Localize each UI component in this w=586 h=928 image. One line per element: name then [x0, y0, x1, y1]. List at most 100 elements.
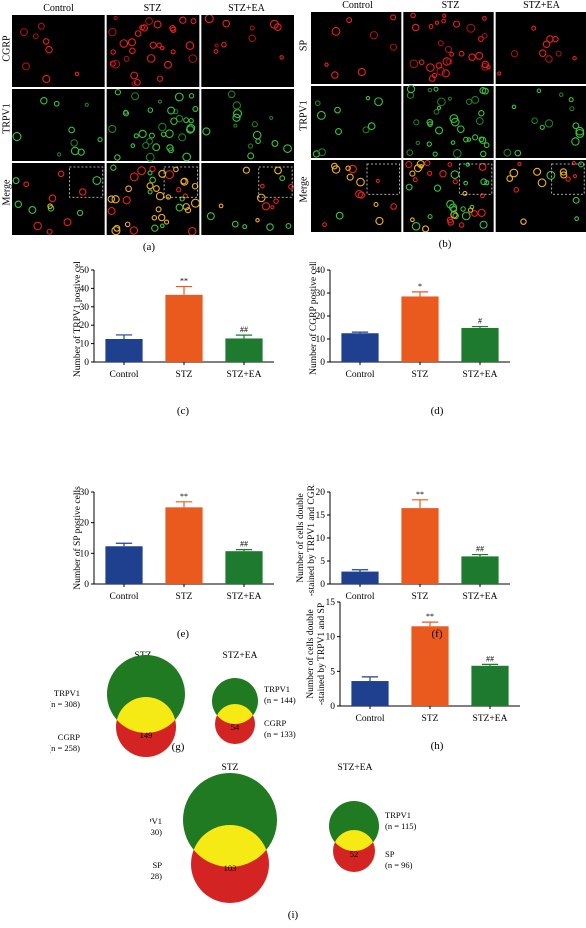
row-label-trpv1-b: TRPV1 [298, 100, 310, 131]
micrograph-grid-a [12, 15, 294, 235]
micrograph-tile-r1-c0 [12, 89, 105, 161]
venn-label-second: SP [385, 849, 395, 859]
panel-letter-d: (d) [430, 405, 444, 417]
col-header-stz-a: STZ [143, 3, 162, 14]
bar-control [351, 681, 389, 706]
y-tick-label: 20 [316, 488, 326, 498]
venn-i-stz: STZ 103 TRPV1n = 330) SP(n = 228) [150, 763, 277, 903]
micrograph-tile-r2-c0 [311, 160, 402, 232]
y-tick-label: 40 [80, 284, 90, 294]
bar-control [341, 333, 379, 362]
row-label-cgrp: CGRP [1, 35, 13, 62]
venn-n-trpv1: (n = 144) [264, 695, 296, 705]
micrograph-tile-r0-c1 [106, 15, 200, 87]
micrograph-tile-r1-c0 [311, 86, 402, 158]
venn-label-second: CGRP [264, 718, 286, 728]
x-tick-label: Control [345, 592, 374, 602]
micrograph-tile-r1-c1 [403, 84, 494, 158]
bar-stz [165, 507, 203, 584]
y-tick-label: 20 [80, 519, 90, 529]
panel-letter-b: (b) [438, 238, 452, 250]
y-tick-label: 30 [80, 303, 90, 313]
micrograph-tile-r1-c2 [495, 86, 586, 158]
panel-letter-h: (h) [430, 740, 444, 752]
y-axis-label: Number of CGRP postive cells [308, 262, 319, 375]
x-tick-label: Control [109, 592, 138, 602]
x-tick-label: STZ+EA [227, 592, 262, 602]
bar-stz [411, 626, 449, 706]
bar-stz [165, 294, 203, 362]
venn-n-second: (n = 96) [385, 860, 413, 870]
y-tick-label: 10 [80, 549, 90, 559]
bar-chart-c: Number of TRPV1 postive cells 0 10 20 30 40 50… [72, 262, 274, 380]
y-tick-label: 5 [320, 557, 325, 567]
y-tick-label: 20 [80, 321, 90, 331]
venn-overlap [116, 697, 176, 733]
y-tick-label: 15 [326, 598, 336, 608]
x-tick-label: STZ [176, 592, 193, 602]
y-axis-label: Number of TRPV1 postive cells [72, 262, 83, 377]
bar-control [105, 339, 143, 362]
y-tick-label: 15 [316, 511, 326, 521]
col-header-stzea-b: STZ+EA [523, 0, 560, 11]
x-tick-label: STZ [412, 592, 429, 602]
significance-mark: ## [486, 654, 494, 663]
venn-i-stzea: STZ+EA 52 TRPV1(n = 115) SP(n = 96) [329, 763, 417, 872]
y-axis-label: -stained by TRPV1 and CGRP [307, 484, 317, 596]
col-header-control-b: Control [342, 0, 373, 11]
micrograph-tile-r0-c0 [311, 12, 402, 84]
row-label-trpv1-a: TRPV1 [1, 103, 13, 134]
col-header-stz-b: STZ [441, 0, 460, 11]
y-tick-label: 5 [330, 667, 335, 677]
panel-letter-g: (g) [171, 741, 185, 753]
y-tick-label: 0 [320, 358, 325, 368]
venn-n-second: (n = 258) [50, 743, 80, 753]
y-tick-label: 30 [316, 289, 326, 299]
bar-control [105, 546, 143, 584]
x-tick-label: Control [345, 370, 374, 380]
venn-n-trpv1: (n = 115) [385, 821, 417, 831]
micrograph-tile-r2-c2 [495, 160, 586, 232]
venn-label-trpv1: TRPV1 [150, 816, 162, 826]
venn-g-stz: STZ149TRPV1(n = 308)CGRP(n = 258) [50, 651, 185, 757]
y-tick-label: 30 [80, 488, 90, 498]
x-tick-label: STZ [176, 370, 193, 380]
col-header-control-a: Control [43, 3, 74, 14]
y-tick-label: 10 [316, 534, 326, 544]
x-tick-label: STZ+EA [463, 370, 498, 380]
micrograph-tile-r2-c1 [403, 159, 494, 232]
venn-n-trpv1: n = 330) [150, 827, 162, 837]
venn-g-stzea: STZ+EA 54 TRPV1(n = 144) CGRP(n = 133) [212, 651, 296, 744]
row-label-merge-b: Merge [298, 176, 310, 203]
y-tick-label: 0 [84, 358, 89, 368]
venn-overlap-count: 54 [231, 722, 240, 732]
micrograph-tile-r0-c1 [403, 12, 494, 84]
x-tick-label: STZ+EA [227, 370, 262, 380]
y-tick-label: 0 [84, 580, 89, 590]
significance-mark: ## [240, 540, 248, 549]
significance-mark: # [478, 317, 482, 326]
micrograph-tile-r2-c1 [106, 163, 201, 235]
y-axis-label: Number of SP postive cells [72, 486, 83, 590]
bar-stzea [225, 551, 263, 584]
bar-stzea [461, 327, 499, 362]
significance-mark: * [418, 282, 422, 291]
venn-diagram-i: STZ103TRPV1n = 330)SP(n = 228)STZ+EA52TR… [150, 763, 417, 903]
venn-overlap [333, 830, 375, 851]
venn-label-trpv1: TRPV1 [54, 688, 80, 698]
venn-overlap-count: 52 [350, 849, 359, 859]
panel-letter-e: (e) [176, 628, 190, 640]
venn-n-second: (n = 228) [150, 871, 162, 881]
micrograph-tile-r2-c2 [201, 163, 294, 235]
bar-stz [401, 508, 439, 584]
y-tick-label: 10 [80, 340, 90, 350]
bar-stzea [225, 338, 263, 362]
x-tick-label: STZ+EA [463, 592, 498, 602]
y-tick-label: 0 [320, 580, 325, 590]
bar-control [341, 571, 379, 584]
x-tick-label: STZ+EA [473, 714, 508, 724]
venn-label-second: CGRP [58, 732, 80, 742]
micrograph-tile-r1-c1 [106, 89, 200, 162]
significance-mark: ## [240, 325, 248, 334]
y-axis-label: Number of cells double [295, 493, 306, 582]
